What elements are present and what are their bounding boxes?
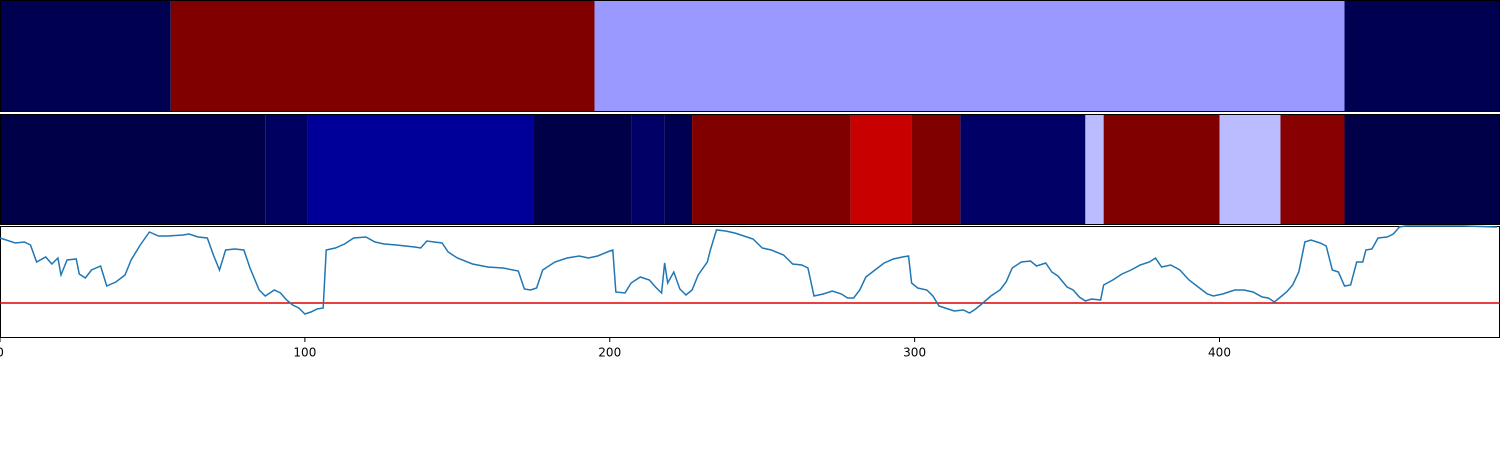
x-tick-label: 0	[0, 346, 4, 360]
strip-segment	[1280, 114, 1345, 225]
strip-segment	[850, 114, 912, 225]
line-series	[0, 225, 1497, 315]
strip-segment	[594, 0, 1345, 112]
panel-frame	[0, 226, 1500, 338]
strip-segment	[265, 114, 308, 225]
strip-segment	[960, 114, 1086, 225]
strip-segment	[1344, 114, 1500, 225]
strip-segment	[692, 114, 851, 225]
strip-segment	[170, 0, 595, 112]
strip-segment	[1085, 114, 1104, 225]
strip-segment	[1103, 114, 1220, 225]
strip-segment	[0, 114, 266, 225]
x-tick-label: 300	[903, 346, 926, 360]
x-tick-label: 100	[293, 346, 316, 360]
strip-segment	[911, 114, 961, 225]
strip-segment	[631, 114, 665, 225]
strip-segment	[0, 0, 171, 112]
strip-segment	[1219, 114, 1281, 225]
strip-segment	[1344, 0, 1500, 112]
x-tick-label: 200	[598, 346, 621, 360]
strip-segment	[307, 114, 534, 225]
x-tick-label: 400	[1208, 346, 1231, 360]
strip-segment	[533, 114, 632, 225]
strip-segment	[664, 114, 693, 225]
